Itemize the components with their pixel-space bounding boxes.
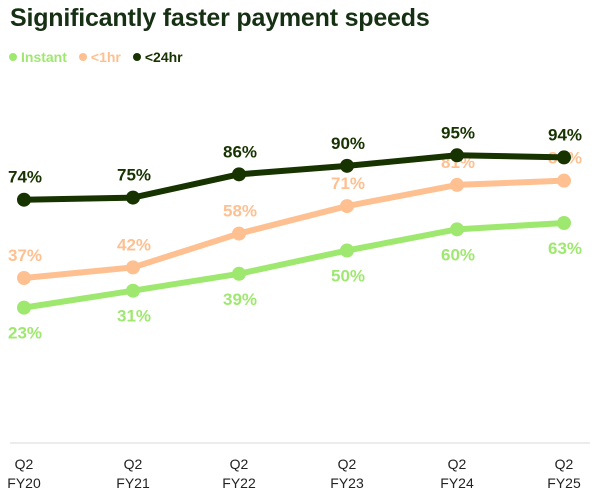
data-label-24hr-4: 95% (441, 123, 475, 142)
data-label-24hr-1: 75% (117, 166, 151, 185)
data-label-1hr-2: 58% (223, 202, 257, 221)
data-point-1hr-3 (340, 199, 354, 214)
data-point-24hr-4 (450, 148, 464, 163)
data-label-24hr-0: 74% (8, 168, 42, 187)
data-label-24hr-2: 86% (223, 142, 257, 161)
data-point-1hr-4 (450, 177, 464, 192)
x-tick-label-quarter-3: Q2 (338, 456, 357, 472)
x-tick-label-quarter-1: Q2 (124, 456, 143, 472)
legend-label-24hr: <24hr (144, 49, 183, 65)
data-point-instant-4 (450, 222, 464, 237)
legend-item-1hr: <1hr (78, 49, 121, 65)
series-line-instant (21, 219, 567, 311)
data-point-instant-0 (17, 300, 31, 315)
data-label-instant-2: 39% (223, 290, 257, 309)
x-tick-label-year-2: FY22 (222, 475, 256, 491)
series-line-1hr (21, 177, 567, 282)
data-point-1hr-0 (17, 271, 31, 286)
x-tick-label-year-5: FY25 (547, 475, 581, 491)
x-tick-label-year-4: FY24 (440, 475, 474, 491)
x-tick-label-quarter-5: Q2 (555, 456, 574, 472)
series-line-24hr (21, 152, 567, 203)
data-label-1hr-0: 37% (8, 246, 42, 265)
legend-item-24hr: <24hr (132, 49, 183, 65)
data-label-1hr-3: 71% (331, 174, 365, 193)
data-point-1hr-5 (557, 173, 571, 188)
x-tick-label-year-0: FY20 (7, 475, 41, 491)
legend-dot-1hr (78, 53, 87, 61)
legend-label-instant: Instant (21, 49, 67, 65)
chart-title: Significantly faster payment speeds (10, 4, 430, 32)
legend-label-1hr: <1hr (90, 49, 121, 65)
data-label-24hr-3: 90% (331, 134, 365, 153)
legend-dot-24hr (132, 53, 141, 61)
data-point-1hr-2 (232, 226, 246, 241)
legend-dot-instant (9, 53, 17, 61)
data-label-instant-3: 50% (331, 267, 365, 286)
x-tick-label-quarter-0: Q2 (15, 456, 34, 472)
data-label-24hr-5: 94% (548, 125, 582, 144)
data-point-24hr-0 (17, 192, 31, 207)
data-point-instant-5 (557, 215, 571, 230)
data-label-instant-5: 63% (548, 239, 582, 258)
data-label-instant-4: 60% (441, 245, 475, 264)
legend: Instant <1hr <24hr (9, 49, 183, 65)
x-tick-label-quarter-2: Q2 (230, 456, 249, 472)
data-point-instant-1 (126, 283, 140, 298)
data-point-24hr-2 (232, 167, 246, 182)
data-point-instant-2 (232, 266, 246, 281)
data-label-instant-1: 31% (117, 307, 151, 326)
data-label-instant-0: 23% (8, 324, 42, 343)
data-point-1hr-1 (126, 260, 140, 275)
legend-item-instant: Instant (9, 49, 67, 65)
data-point-24hr-5 (557, 150, 571, 165)
data-point-instant-3 (340, 243, 354, 258)
x-tick-label-year-1: FY21 (116, 475, 150, 491)
data-point-24hr-3 (340, 158, 354, 173)
x-tick-label-year-3: FY23 (330, 475, 364, 491)
data-label-1hr-1: 42% (117, 235, 151, 254)
data-point-24hr-1 (126, 190, 140, 205)
x-tick-label-quarter-4: Q2 (448, 456, 467, 472)
